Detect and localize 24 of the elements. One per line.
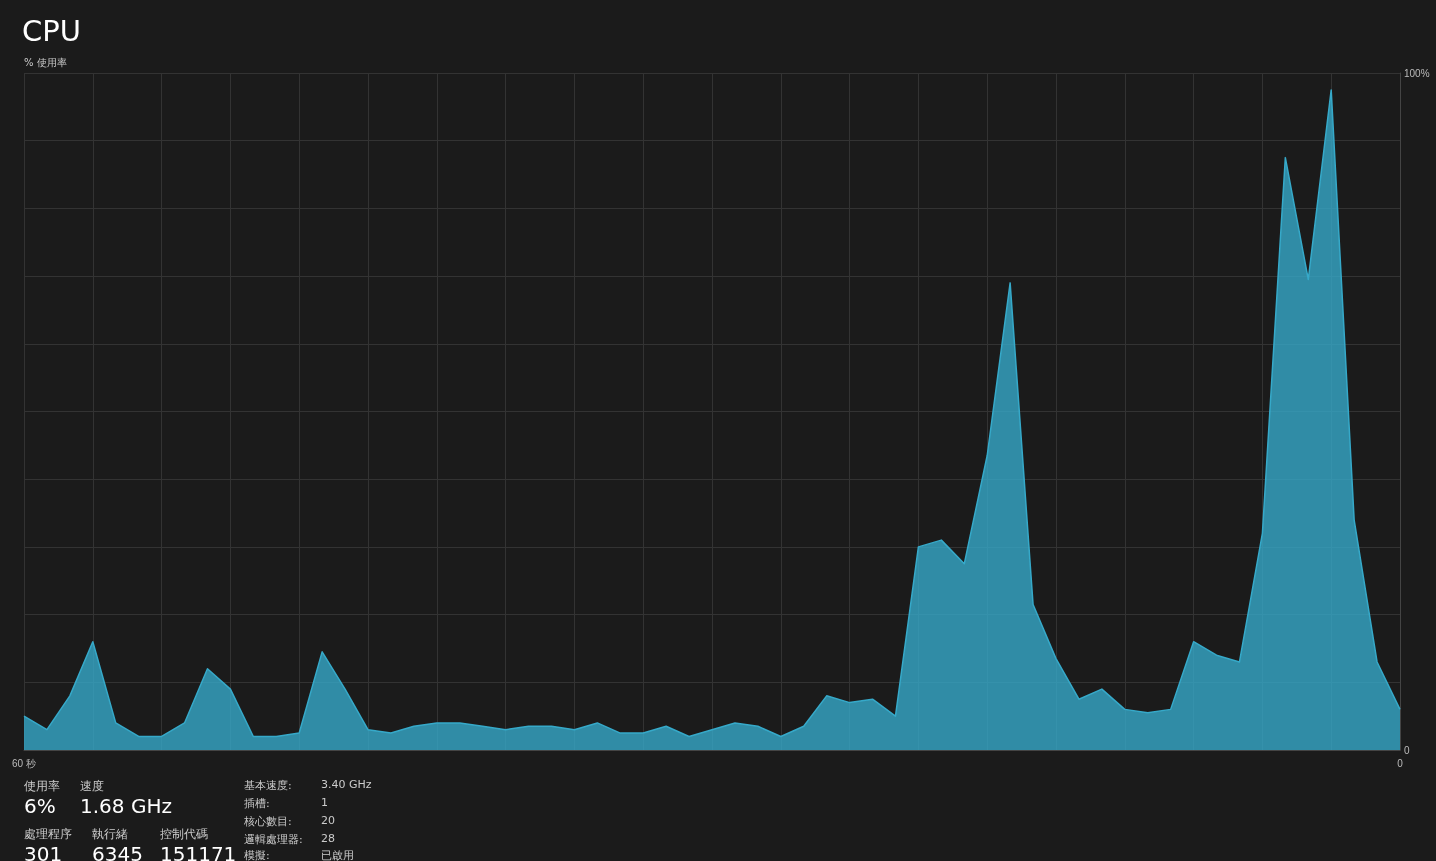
text: 速度	[80, 778, 104, 795]
text: 使用率	[24, 778, 60, 795]
text: 28	[321, 832, 335, 845]
text: 20	[321, 814, 335, 827]
text: 模擬:	[244, 848, 270, 861]
text: 處理程序	[24, 826, 72, 843]
text: 執行緒	[92, 826, 128, 843]
text: 控制代碼	[160, 826, 208, 843]
text: 核心數目:	[244, 814, 292, 829]
text: 6345	[92, 842, 143, 861]
x-tick-label: 60 秒	[12, 757, 36, 769]
text: 6%	[24, 794, 56, 818]
chart-title: CPU	[22, 14, 81, 48]
text: 插槽:	[244, 796, 270, 811]
text: 已啟用	[321, 848, 354, 861]
y-axis-title: % 使用率	[24, 56, 67, 70]
text: 1.68 GHz	[80, 794, 172, 818]
text: 邏輯處理器:	[244, 832, 303, 847]
text: 1	[321, 796, 328, 809]
text: 基本速度:	[244, 778, 292, 793]
text: 151171	[160, 842, 237, 861]
y-tick-label: 100%	[1404, 67, 1430, 79]
text: 3.40 GHz	[321, 778, 372, 791]
text: 301	[24, 842, 63, 861]
